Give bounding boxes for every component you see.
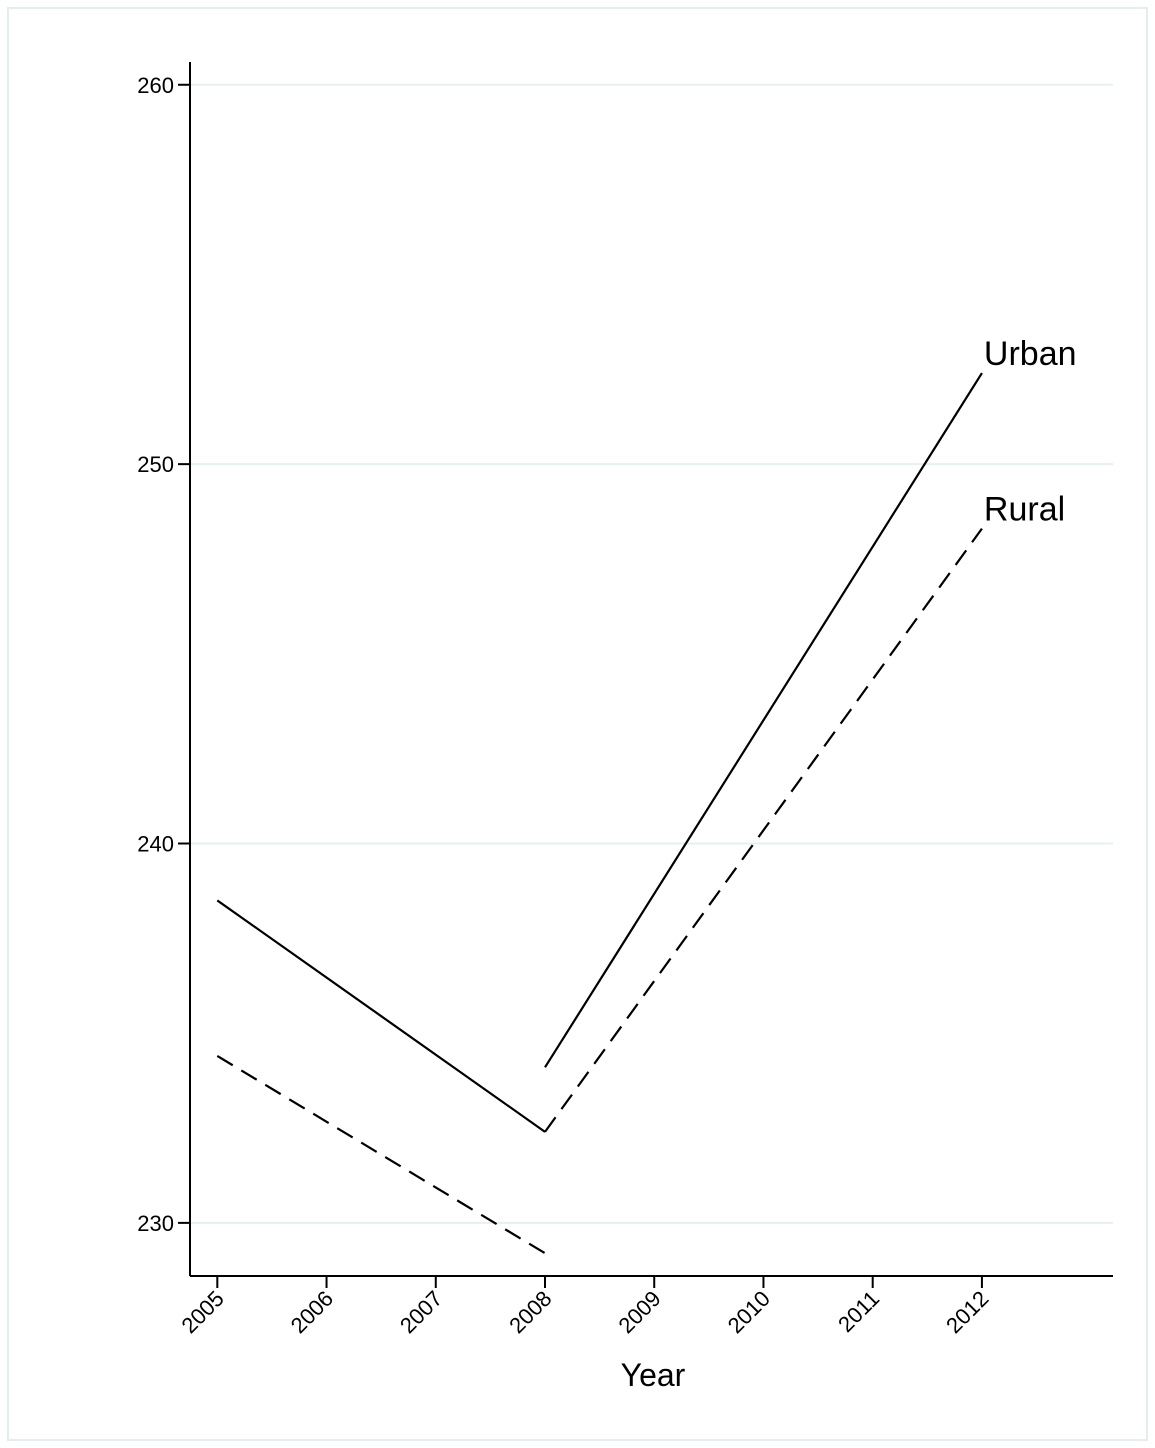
series-label: Rural <box>984 491 1065 529</box>
y-tick-label: 230 <box>137 1211 174 1236</box>
x-axis-title: Year <box>621 1357 686 1393</box>
frame <box>7 7 1148 1441</box>
y-tick-label: 240 <box>137 832 174 857</box>
y-tick-label: 250 <box>137 452 174 477</box>
series-label: Urban <box>984 335 1077 373</box>
y-tick-label: 260 <box>137 73 174 98</box>
series-line <box>216 372 983 1133</box>
series-line <box>216 527 983 1255</box>
